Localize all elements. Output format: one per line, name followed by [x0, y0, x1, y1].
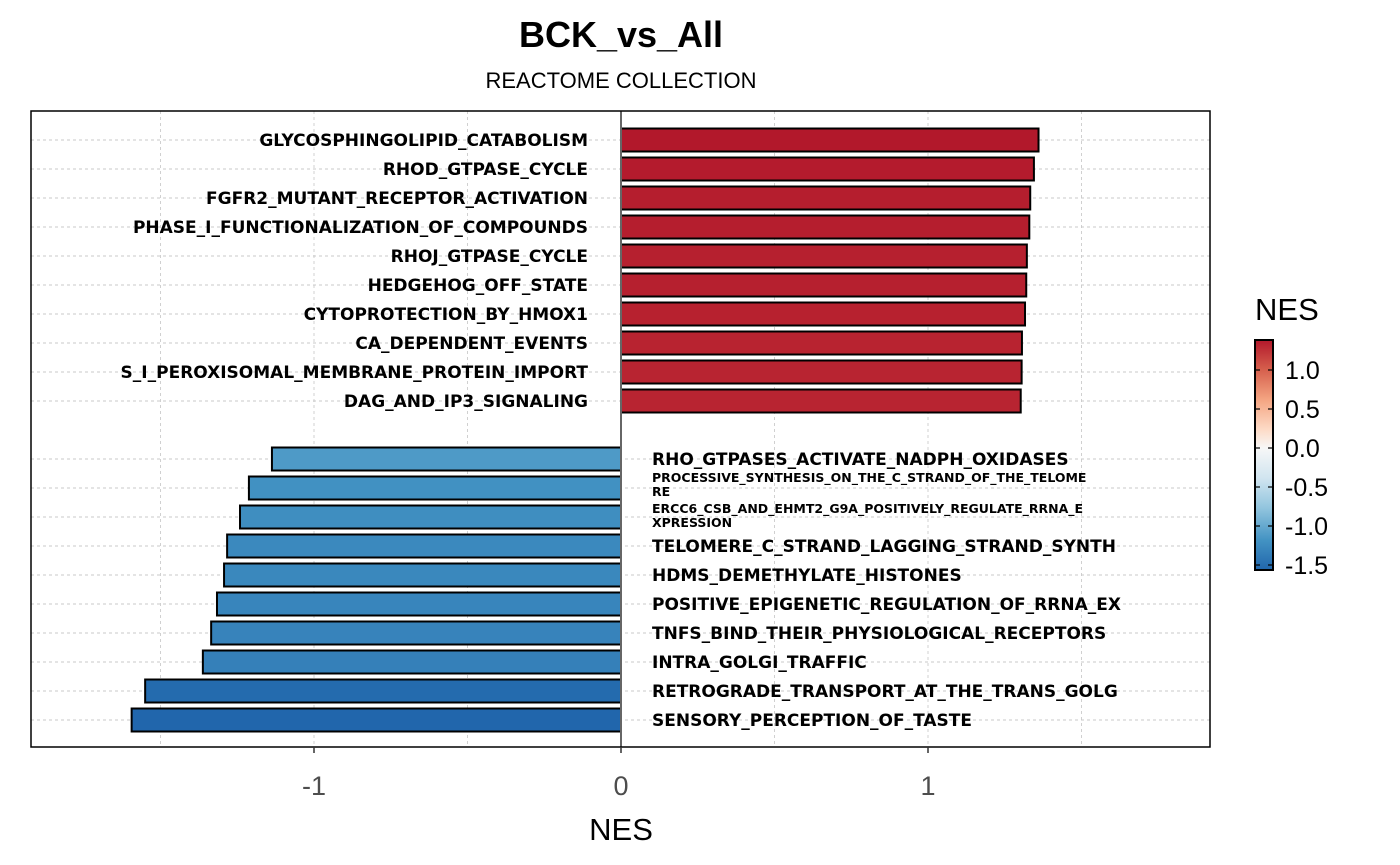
bar: [239, 504, 622, 530]
bar: [144, 678, 622, 704]
bar: [620, 127, 1040, 153]
bar-label: HEDGEHOG_OFF_STATE: [368, 276, 588, 296]
bar-label: PROCESSIVE_SYNTHESIS_ON_THE_C_STRAND_OF_…: [652, 470, 1086, 486]
bar-label: INTRA_GOLGI_TRAFFIC: [652, 653, 867, 673]
colorbar: [1254, 339, 1274, 571]
bar: [210, 620, 622, 646]
bar-label: GLYCOSPHINGOLIPID_CATABOLISM: [259, 131, 588, 151]
bar: [620, 388, 1022, 414]
colorbar-legend: NES 1.0 0.5 0.0 -0.5 -1.0 -1.5: [1254, 292, 1328, 580]
bar-label: POSITIVE_EPIGENETIC_REGULATION_OF_RRNA_E…: [652, 595, 1121, 615]
bar: [620, 243, 1028, 269]
bar: [247, 475, 623, 501]
bar-label: RETROGRADE_TRANSPORT_AT_THE_TRANS_GOLG: [652, 682, 1118, 702]
bar-label-continued: XPRESSION: [652, 515, 732, 530]
x-tick-label: -1: [302, 771, 326, 801]
bar-label: S_I_PEROXISOMAL_MEMBRANE_PROTEIN_IMPORT: [121, 363, 589, 383]
colorbar-label: -0.5: [1285, 474, 1328, 502]
bar-label: CA_DEPENDENT_EVENTS: [355, 334, 588, 354]
colorbar-label: -1.0: [1285, 513, 1328, 541]
colorbar-label: -1.5: [1285, 552, 1328, 580]
bar: [270, 446, 622, 472]
bar: [226, 533, 623, 559]
chart-subtitle: REACTOME COLLECTION: [486, 68, 757, 93]
bar-label: RHOJ_GTPASE_CYCLE: [391, 247, 588, 267]
bar: [620, 359, 1023, 385]
bar: [130, 707, 622, 733]
bar: [201, 649, 622, 675]
chart-title: BCK_vs_All: [519, 14, 723, 55]
bar-label: PHASE_I_FUNCTIONALIZATION_OF_COMPOUNDS: [133, 218, 588, 238]
colorbar-label: 0.5: [1285, 396, 1320, 424]
x-axis-label: NES: [589, 812, 653, 847]
colorbar-label: 1.0: [1285, 357, 1320, 385]
bar-label: TELOMERE_C_STRAND_LAGGING_STRAND_SYNTH: [652, 537, 1116, 557]
bar-label: RHO_GTPASES_ACTIVATE_NADPH_OXIDASES: [652, 450, 1069, 470]
x-tick-label: 0: [613, 771, 628, 801]
bar-label: HDMS_DEMETHYLATE_HISTONES: [652, 566, 962, 586]
bar-label-continued: RE: [652, 484, 670, 499]
legend-title: NES: [1255, 292, 1319, 327]
colorbar-label: 0.0: [1285, 435, 1320, 463]
bar: [620, 272, 1028, 298]
bar-label: ERCC6_CSB_AND_EHMT2_G9A_POSITIVELY_REGUL…: [652, 501, 1083, 517]
bar: [620, 301, 1027, 327]
bar: [620, 214, 1031, 240]
bar-label: CYTOPROTECTION_BY_HMOX1: [304, 305, 588, 325]
bar: [620, 185, 1032, 211]
x-axis: -1 0 1: [302, 747, 936, 801]
bar-label: SENSORY_PERCEPTION_OF_TASTE: [652, 711, 972, 731]
bar: [215, 591, 622, 617]
bar-label: DAG_AND_IP3_SIGNALING: [344, 392, 588, 412]
bar-label: TNFS_BIND_THEIR_PHYSIOLOGICAL_RECEPTORS: [652, 624, 1106, 644]
x-tick-label: 1: [920, 771, 935, 801]
bar-labels: GLYCOSPHINGOLIPID_CATABOLISM RHOD_GTPASE_…: [121, 131, 1121, 731]
bar: [620, 330, 1023, 356]
bar: [620, 156, 1035, 182]
bar-label: FGFR2_MUTANT_RECEPTOR_ACTIVATION: [206, 189, 588, 209]
bar-label: RHOD_GTPASE_CYCLE: [383, 160, 588, 180]
bar: [223, 562, 622, 588]
